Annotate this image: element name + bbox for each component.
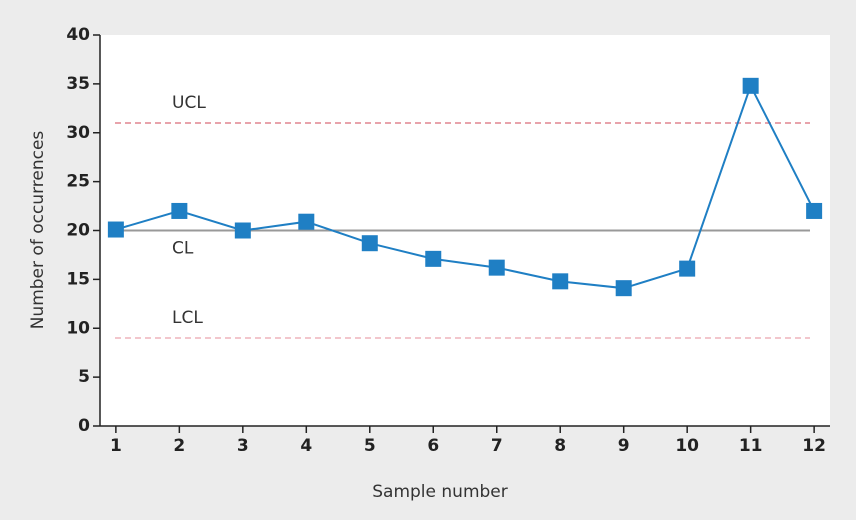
data-point [298,213,315,230]
x-tick-label: 11 [739,436,763,456]
x-tick-label: 8 [554,436,566,456]
y-axis-label: Number of occurrences [28,131,48,330]
data-point [488,259,505,276]
x-tick-label: 2 [173,436,185,456]
data-point [679,260,696,277]
x-tick-label: 4 [300,436,312,456]
y-tick-label: 35 [66,74,90,94]
control-limit-label: UCL [172,93,206,113]
data-point [361,235,378,252]
x-tick-label: 3 [237,436,249,456]
x-axis-label: Sample number [372,482,508,502]
y-tick-label: 40 [66,25,90,45]
series-line [115,83,816,290]
data-point [742,77,759,94]
x-tick-label: 12 [802,436,826,456]
data-point [806,202,823,219]
data-point [552,273,569,290]
x-tick-label: 9 [618,436,630,456]
control-limit-label: LCL [172,308,203,328]
y-tick-label: 10 [66,318,90,338]
x-tick-label: 6 [427,436,439,456]
y-tick-label: 30 [66,123,90,143]
y-tick-label: 15 [66,269,90,289]
y-tick-label: 0 [78,416,90,436]
data-point [615,280,632,297]
data-point [234,222,251,239]
y-tick-label: 25 [66,172,90,192]
data-point [425,250,442,267]
x-tick-label: 7 [491,436,503,456]
x-tick-label: 10 [675,436,699,456]
x-tick-label: 1 [110,436,122,456]
y-tick-label: 5 [78,367,90,387]
data-point [171,202,188,219]
control-limit-label: CL [172,239,194,259]
y-tick-label: 20 [66,221,90,241]
x-tick-label: 5 [364,436,376,456]
data-point [107,221,124,238]
